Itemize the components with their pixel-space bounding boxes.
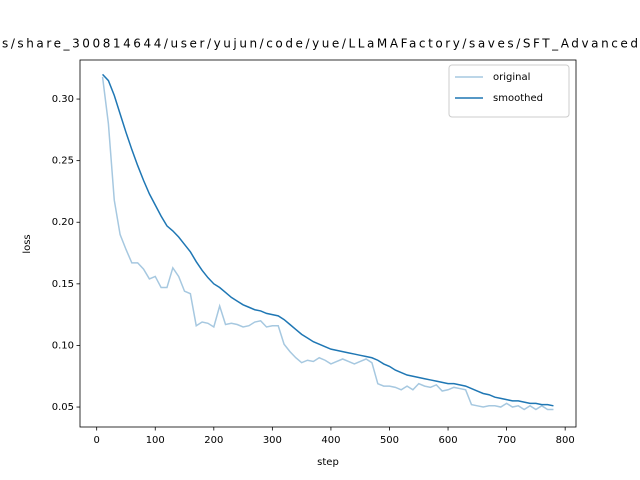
legend-label: original (493, 72, 530, 83)
x-tick-label: 400 (321, 435, 340, 446)
x-tick-label: 500 (380, 435, 399, 446)
x-tick-label: 800 (556, 435, 575, 446)
data-line (101, 76, 554, 411)
x-tick-label: 600 (439, 435, 458, 446)
x-tick-label: 200 (204, 435, 223, 446)
plot-frame (79, 59, 577, 428)
y-tick-label: 0.25 (52, 156, 74, 167)
y-tick-label: 0.10 (52, 340, 74, 351)
legend-box (448, 64, 570, 118)
y-axis-label: loss (22, 234, 33, 253)
legend-label: smoothed (493, 93, 543, 104)
x-tick-label: 700 (497, 435, 516, 446)
x-tick-label: 100 (146, 435, 165, 446)
y-tick-label: 0.05 (52, 402, 74, 413)
y-tick-label: 0.20 (52, 217, 74, 228)
y-tick-label: 0.30 (52, 94, 74, 105)
x-tick-label: 300 (263, 435, 282, 446)
y-tick-label: 0.15 (52, 279, 74, 290)
data-line (102, 73, 554, 407)
x-tick-label: 0 (94, 435, 100, 446)
x-axis-label: step (317, 457, 339, 468)
chart-title: s/share_300814644/user/yujun/code/yue/LL… (2, 37, 638, 51)
